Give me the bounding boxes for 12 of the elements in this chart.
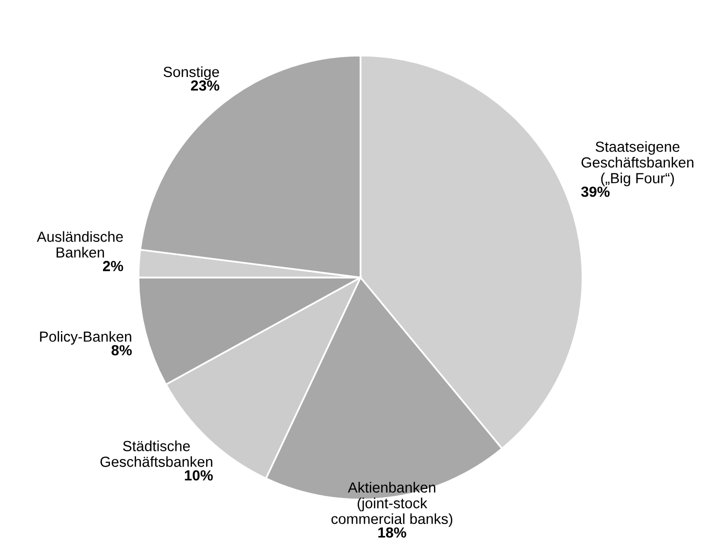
data-label: 8% [112,345,132,356]
slice-label: Städtische Geschäftsbanken [100,440,212,467]
data-label: 18% [378,527,406,538]
slice-label: Staatseigene Geschäftsbanken („Big Four“) [582,141,694,186]
slice-label: Policy-Banken [40,331,132,345]
data-label: 39% [581,186,610,197]
data-label: 10% [184,470,213,481]
slice-label: Sonstige [164,66,220,80]
data-label: 2% [102,260,124,272]
data-label: 23% [190,80,220,91]
slice-label: Aktienbanken (joint-stock commercial banks) [331,482,452,527]
slice-label: Ausländische Banken [36,231,123,258]
